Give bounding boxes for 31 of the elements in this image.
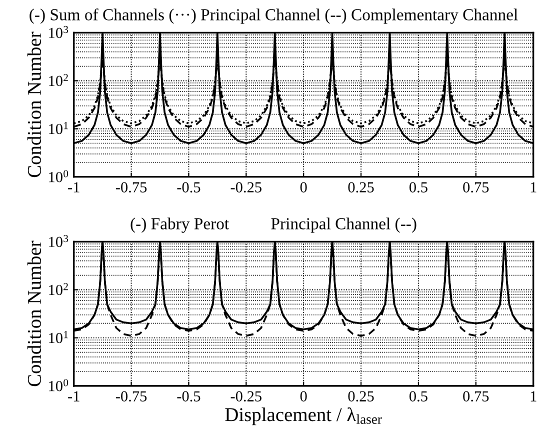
x-tick-label: -0.25 (230, 391, 262, 402)
x-tick-label: 0.5 (409, 182, 428, 193)
y-tick-label: 10$^{0}$ (49, 379, 68, 392)
y-tick-label: 10$^{3}$ (49, 26, 68, 38)
chart-title: (-) Sum of Channels (···) Principal Channel (--) Complementary Channel (30, 8, 518, 24)
x-tick-label: -0.25 (230, 182, 262, 193)
x-tick-label: 0.75 (463, 182, 489, 193)
x-tick-label: -1 (68, 182, 80, 192)
x-tick-label: 0.25 (348, 182, 374, 193)
y-tick-label: 10$^{2}$ (49, 74, 68, 86)
x-tick-label: -1 (68, 391, 80, 402)
y-tick-label: 10$^{2}$ (49, 282, 68, 296)
chart-title: (-) Fabry Perot Principal Channel (--) (130, 218, 416, 233)
x-tick-label: 0.5 (409, 391, 428, 402)
y-tick-label: 10$^{3}$ (49, 234, 68, 248)
y-tick-label: 10$^{1}$ (49, 122, 68, 134)
x-tick-label: 0.25 (348, 391, 374, 402)
x-axis-title: Displacement / λ$_{laser}$ (225, 407, 382, 426)
x-tick-label: -0.5 (177, 182, 200, 193)
x-tick-label: 0 (300, 391, 307, 402)
x-tick-label: -0.5 (177, 391, 200, 402)
x-tick-label: 0 (300, 182, 307, 192)
x-tick-label: 0.75 (463, 391, 489, 402)
y-axis-title: Condition Number (27, 240, 42, 386)
y-tick-label: 10$^{1}$ (49, 331, 68, 344)
y-axis-title: Condition Number (27, 32, 42, 178)
x-tick-label: -0.75 (116, 391, 147, 402)
x-tick-label: -0.75 (116, 182, 147, 193)
x-tick-label: 1 (530, 182, 536, 192)
y-tick-label: 10$^{0}$ (49, 170, 68, 182)
x-tick-label: 1 (530, 391, 536, 402)
